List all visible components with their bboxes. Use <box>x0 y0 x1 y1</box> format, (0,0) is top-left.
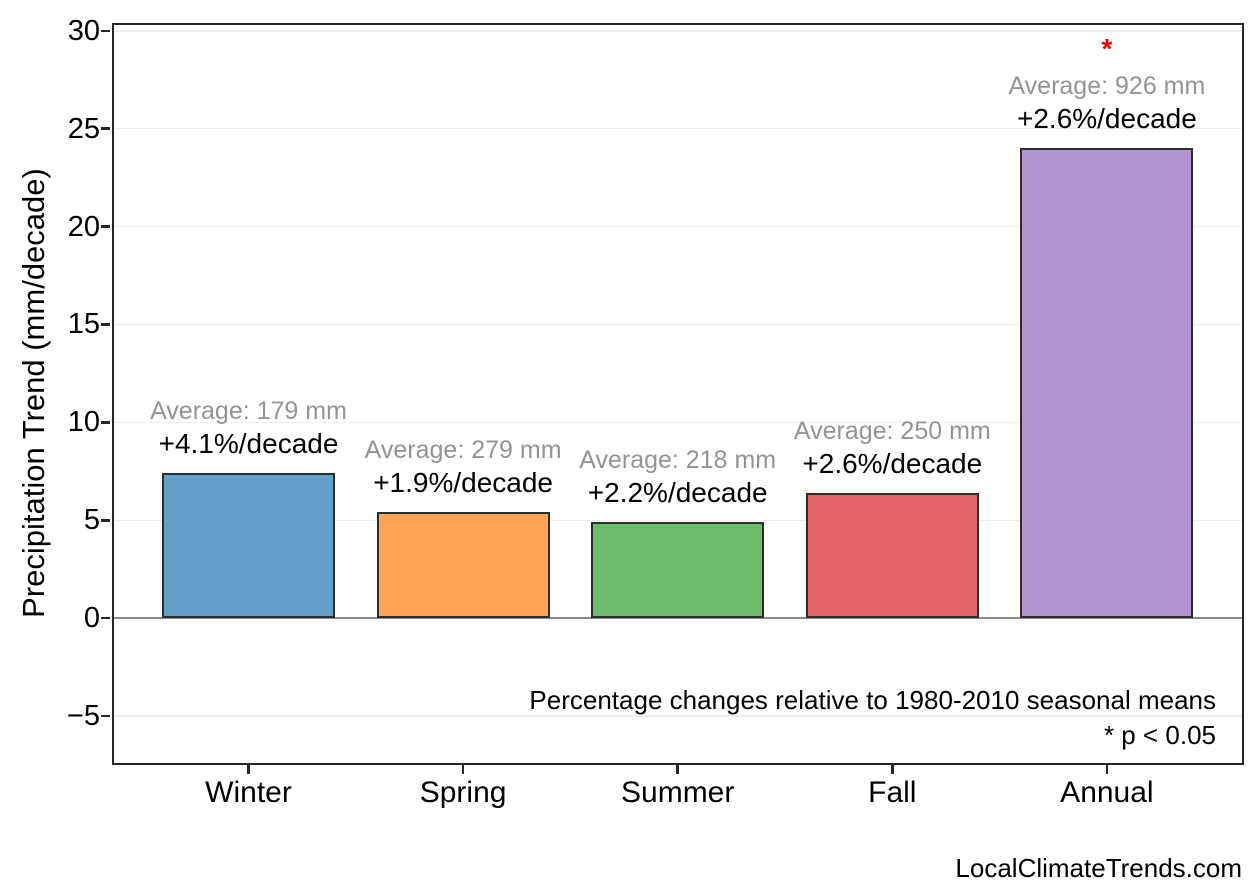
x-tick-label-summer: Summer <box>621 776 735 809</box>
average-label: Average: 218 mm <box>579 446 777 475</box>
y-tick-mark <box>101 519 110 522</box>
gridline <box>112 519 1244 522</box>
average-label: Average: 250 mm <box>793 416 991 445</box>
bar-fall <box>805 492 979 619</box>
gridline <box>112 225 1244 228</box>
x-tick-mark <box>461 765 465 774</box>
zero-line <box>112 617 1244 620</box>
x-tick-mark <box>1105 765 1109 774</box>
watermark: LocalClimateTrends.com <box>955 853 1242 883</box>
y-tick-mark <box>101 323 110 326</box>
x-tick-label-spring: Spring <box>419 776 507 809</box>
significance-star: * <box>1101 33 1113 65</box>
bar-annual <box>1020 148 1194 619</box>
average-label: Average: 926 mm <box>1008 72 1206 101</box>
trend-label: +1.9%/decade <box>373 467 553 499</box>
y-tick-label: 10 <box>67 406 100 439</box>
x-tick-label-winter: Winter <box>205 776 292 809</box>
average-label: Average: 279 mm <box>364 436 562 465</box>
bar-annotation-summer: Average: 218 mm +2.2%/decade <box>579 445 776 510</box>
y-tick-mark <box>101 127 110 130</box>
bar-annotation-spring: Average: 279 mm +1.9%/decade <box>365 435 562 500</box>
y-tick-mark <box>101 421 110 424</box>
x-tick-mark <box>676 765 679 774</box>
note-line-2: * p < 0.05 <box>1103 720 1216 750</box>
bar-annotation-winter: Average: 179 mm +4.1%/decade <box>150 396 347 461</box>
x-tick-mark <box>247 765 250 774</box>
y-tick-label: 15 <box>67 308 100 341</box>
y-tick-label: −5 <box>66 700 100 733</box>
plot-area: Percentage changes relative to 1980-2010… <box>101 23 1244 765</box>
average-label: Average: 179 mm <box>150 397 347 426</box>
trend-label: +2.6%/decade <box>802 447 983 479</box>
gridline <box>112 127 1244 130</box>
y-tick-label: 25 <box>67 112 100 145</box>
gridline <box>112 323 1244 326</box>
y-tick-mark <box>101 714 110 718</box>
gridline <box>112 715 1244 717</box>
bar-annotation-fall: Average: 250 mm +2.6%/decade <box>794 416 991 481</box>
trend-label: +4.1%/decade <box>158 428 339 460</box>
gridline <box>112 421 1244 424</box>
bar-annotation-annual: * Average: 926 mm +2.6%/decade <box>1008 35 1205 136</box>
bar-spring <box>376 512 550 619</box>
y-tick-label: 5 <box>83 504 100 537</box>
trend-label: +2.6%/decade <box>1016 103 1197 135</box>
y-tick-mark <box>101 29 110 33</box>
x-tick-label-annual: Annual <box>1060 776 1154 809</box>
trend-label: +2.2%/decade <box>587 477 768 509</box>
y-tick-label: 30 <box>67 14 100 47</box>
x-tick-label-fall: Fall <box>868 776 917 809</box>
y-tick-label: 0 <box>83 602 100 635</box>
y-tick-mark <box>101 225 110 228</box>
bar-winter <box>162 473 335 619</box>
gridline <box>112 30 1244 32</box>
bar-summer <box>591 522 765 619</box>
note-block: Percentage changes relative to 1980-2010… <box>529 683 1216 753</box>
x-tick-mark <box>891 765 894 774</box>
note-line-1: Percentage changes relative to 1980-2010… <box>529 685 1216 715</box>
y-tick-mark <box>101 616 110 620</box>
y-tick-label: 20 <box>67 210 100 243</box>
